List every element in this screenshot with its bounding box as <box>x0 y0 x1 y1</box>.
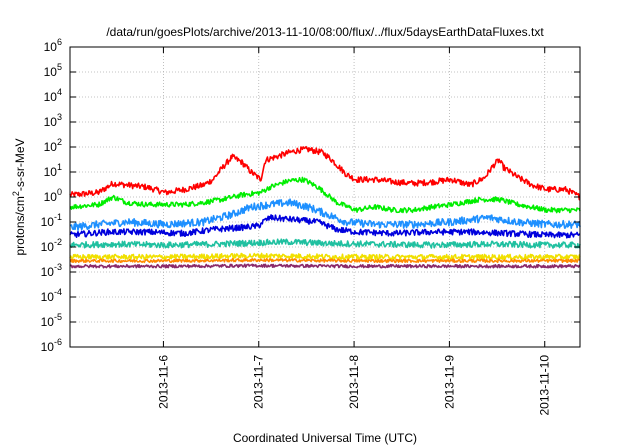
y-tick-label-base: 10 <box>44 165 58 179</box>
y-tick-label: 10-2 <box>41 237 62 254</box>
y-tick-label: 102 <box>44 137 62 154</box>
y-tick-label: 105 <box>44 62 62 79</box>
y-tick-label-exponent: 5 <box>57 62 62 72</box>
series-line-4 <box>69 214 581 239</box>
x-axis: 2013-11-6 2013-11-7 2013-11-8 2013-11-9 2013… <box>156 47 552 416</box>
y-tick-label-exponent: 2 <box>57 137 62 147</box>
y-tick-label-base: 10 <box>44 190 58 204</box>
y-tick-label-base: 10 <box>41 265 55 279</box>
y-tick-label: 101 <box>44 162 62 179</box>
y-tick-label: 104 <box>44 87 62 104</box>
y-tick-label: 10-4 <box>41 287 62 304</box>
y-tick-label-exponent: -5 <box>54 312 62 322</box>
y-tick-label-base: 10 <box>41 315 55 329</box>
y-tick-label-base: 10 <box>41 340 55 354</box>
series-line-2 <box>69 176 581 214</box>
y-axis-label: protons/cm2-s-sr-MeV <box>11 138 27 255</box>
x-tick-label: 2013-11-6 <box>156 355 170 409</box>
y-axis-label-part-2: -s-sr-MeV <box>13 138 27 191</box>
grid <box>70 47 580 347</box>
y-tick-label-base: 10 <box>44 65 58 79</box>
y-tick-label-base: 10 <box>41 240 55 254</box>
series-line-1 <box>69 145 581 201</box>
series-line-5 <box>69 238 581 249</box>
series-line-7 <box>69 257 581 264</box>
y-tick-label-exponent: 4 <box>57 87 62 97</box>
y-tick-label: 100 <box>44 187 62 204</box>
y-tick-label-base: 10 <box>44 140 58 154</box>
y-tick-label-exponent: 0 <box>57 187 62 197</box>
y-axis-label-part-1: protons/cm <box>13 196 27 255</box>
y-tick-label-exponent: -2 <box>54 237 62 247</box>
y-tick-label: 103 <box>44 112 62 129</box>
y-tick-label-exponent: 3 <box>57 112 62 122</box>
y-tick-label-exponent: 6 <box>57 37 62 47</box>
x-tick-label: 2013-11-8 <box>347 355 361 409</box>
y-tick-label-base: 10 <box>41 215 55 229</box>
series-line-3 <box>69 198 581 232</box>
x-tick-label: 2013-11-10 <box>538 355 552 416</box>
y-tick-label-base: 10 <box>44 115 58 129</box>
y-tick-label: 10-5 <box>41 312 62 329</box>
y-tick-label: 10-3 <box>41 262 62 279</box>
y-tick-label-exponent: -3 <box>54 262 62 272</box>
y-tick-label: 10-1 <box>41 212 62 229</box>
x-tick-label: 2013-11-7 <box>252 355 266 409</box>
y-tick-label-exponent: -6 <box>54 337 62 347</box>
y-tick-label-base: 10 <box>41 290 55 304</box>
series-line-8 <box>69 263 581 269</box>
y-tick-label-base: 10 <box>44 90 58 104</box>
y-tick-label: 106 <box>44 37 62 54</box>
y-tick-label-exponent: 1 <box>57 162 62 172</box>
x-tick-label: 2013-11-9 <box>442 355 456 409</box>
series-line-6 <box>69 252 581 261</box>
y-axis: 10-610-510-410-310-210-11001011021031041… <box>41 37 580 354</box>
y-tick-label: 10-6 <box>41 337 62 354</box>
series-group <box>69 145 581 269</box>
x-axis-label: Coordinated Universal Time (UTC) <box>233 431 417 445</box>
y-tick-label-exponent: -4 <box>54 287 62 297</box>
chart-title: /data/run/goesPlots/archive/2013-11-10/0… <box>106 25 544 39</box>
y-tick-label-base: 10 <box>44 40 58 54</box>
y-axis-label-superscript: 2 <box>11 191 21 196</box>
y-tick-label-exponent: -1 <box>54 212 62 222</box>
